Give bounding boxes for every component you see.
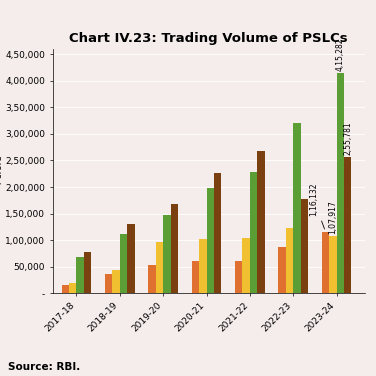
- Text: 4,15,282: 4,15,282: [336, 37, 345, 71]
- Bar: [243, 238, 250, 293]
- Bar: [120, 234, 127, 293]
- Bar: [293, 123, 300, 293]
- Bar: [76, 257, 84, 293]
- Bar: [84, 252, 91, 293]
- Y-axis label: ₹ crore: ₹ crore: [0, 155, 4, 187]
- Bar: [250, 172, 257, 293]
- Bar: [300, 199, 308, 293]
- Bar: [69, 283, 76, 293]
- Bar: [105, 274, 112, 293]
- Bar: [337, 73, 344, 293]
- Bar: [127, 224, 135, 293]
- Text: 1,07,917: 1,07,917: [328, 200, 337, 234]
- Bar: [279, 247, 286, 293]
- Bar: [199, 238, 206, 293]
- Text: 2,55,781: 2,55,781: [343, 121, 352, 155]
- Text: Source: RBI.: Source: RBI.: [8, 362, 80, 372]
- Bar: [322, 232, 329, 293]
- Bar: [149, 265, 156, 293]
- Bar: [344, 158, 351, 293]
- Bar: [214, 173, 221, 293]
- Bar: [156, 242, 163, 293]
- Title: Chart IV.23: Trading Volume of PSLCs: Chart IV.23: Trading Volume of PSLCs: [69, 32, 348, 45]
- Bar: [235, 261, 243, 293]
- Bar: [171, 204, 178, 293]
- Bar: [163, 215, 171, 293]
- Bar: [112, 270, 120, 293]
- Bar: [192, 261, 199, 293]
- Bar: [62, 285, 69, 293]
- Bar: [329, 236, 337, 293]
- Bar: [257, 151, 265, 293]
- Bar: [206, 188, 214, 293]
- Bar: [286, 228, 293, 293]
- Text: 1,16,132: 1,16,132: [309, 182, 324, 229]
